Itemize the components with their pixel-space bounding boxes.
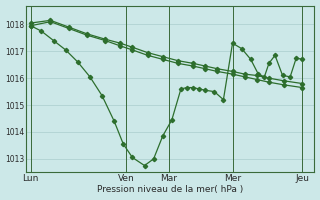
X-axis label: Pression niveau de la mer( hPa ): Pression niveau de la mer( hPa ) — [97, 185, 244, 194]
